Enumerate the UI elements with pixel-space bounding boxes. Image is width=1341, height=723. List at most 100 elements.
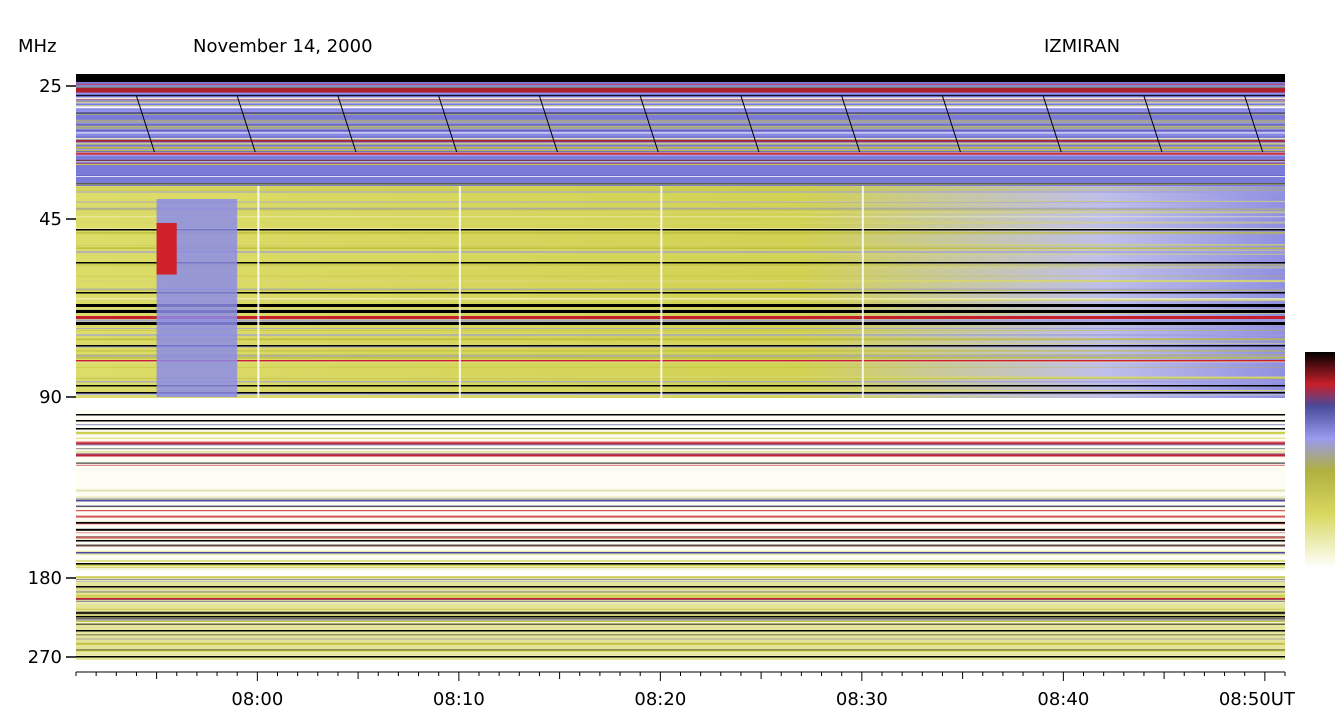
interference-line — [76, 229, 1285, 231]
spectral-striation — [76, 576, 1285, 578]
spectral-striation — [76, 356, 1285, 358]
spectral-striation — [76, 520, 1285, 522]
spectral-striation — [76, 264, 1285, 266]
spectral-striation — [76, 151, 1285, 153]
spectral-striation — [76, 208, 1285, 211]
band-red-line — [76, 88, 1285, 92]
y-tick-label: 90 — [39, 387, 62, 408]
spectral-striation — [76, 150, 1285, 152]
spectral-striation — [76, 119, 1285, 121]
spectral-striation — [76, 328, 1285, 329]
spectral-striation — [76, 443, 1285, 446]
spectral-striation — [76, 108, 1285, 110]
spectral-striation — [76, 97, 1285, 100]
calibration-sweep-mark — [1042, 95, 1062, 153]
interference-line — [76, 630, 1285, 632]
calibration-sweep-mark — [639, 95, 659, 153]
colorbar-legend — [1305, 352, 1335, 568]
calibration-sweep-mark — [236, 95, 256, 153]
x-tick-label: 08:10 — [433, 689, 485, 710]
interference-line — [76, 385, 1285, 387]
spectral-striation — [76, 162, 1285, 164]
spectral-striation — [76, 122, 1285, 125]
spectral-striation — [76, 149, 1285, 151]
spectral-striation — [76, 538, 1285, 540]
frequency-axis: 25 45 90 180 270 — [28, 76, 76, 668]
interference-line — [76, 345, 1285, 347]
spectral-striation — [76, 312, 1285, 314]
interference-line — [76, 322, 1285, 325]
spectral-striation — [76, 618, 1285, 619]
spectral-striation — [76, 338, 1285, 341]
spectral-striation — [76, 551, 1285, 553]
spectral-striation — [76, 251, 1285, 253]
spectral-striation — [76, 650, 1285, 652]
spectral-striation — [76, 578, 1285, 580]
spectral-striation — [76, 505, 1285, 507]
spectral-striation — [76, 433, 1285, 435]
spectral-striation — [76, 489, 1285, 492]
spectral-striation — [76, 381, 1285, 383]
interference-line — [76, 598, 1285, 600]
spectral-striation — [76, 187, 1285, 189]
chart-title-date: November 14, 2000 — [193, 36, 373, 57]
y-tick-label: 180 — [28, 568, 62, 589]
spectral-striation — [76, 498, 1285, 500]
spectral-striation — [76, 431, 1285, 434]
spectral-striation — [76, 357, 1285, 359]
spectral-striation — [76, 275, 1285, 277]
spectral-striation — [76, 599, 1285, 601]
spectral-striation — [76, 597, 1285, 599]
data-gap — [458, 186, 461, 398]
spectral-striation — [76, 191, 1285, 193]
spectral-striation — [76, 462, 1285, 464]
interference-line — [76, 420, 1285, 422]
spectral-striation — [76, 84, 1285, 86]
interference-line — [76, 310, 1285, 313]
spectral-striation — [76, 289, 1285, 291]
spectral-striation — [76, 112, 1285, 114]
interference-line — [76, 552, 1285, 554]
calibration-sweep-mark — [1244, 95, 1264, 153]
spectral-striation — [76, 176, 1285, 177]
spectral-striation — [76, 207, 1285, 210]
spectral-striation — [76, 532, 1285, 534]
spectral-striation — [76, 247, 1285, 249]
interference-line — [76, 392, 1285, 394]
interference-line — [76, 563, 1285, 565]
spectral-striation — [76, 564, 1285, 567]
observatory-label: IZMIRAN — [1044, 36, 1121, 57]
spectral-striation — [76, 393, 1285, 396]
spectrogram-body — [76, 74, 1285, 660]
spectral-striation — [76, 590, 1285, 592]
spectral-striation — [76, 568, 1285, 571]
spectral-striation — [76, 128, 1285, 130]
spectral-striation — [76, 506, 1285, 508]
radio-burst-core — [156, 223, 177, 275]
spectral-striation — [76, 346, 1285, 348]
spectral-striation — [76, 355, 1285, 357]
spectral-striation — [76, 160, 1285, 162]
spectral-striation — [76, 141, 1285, 142]
spectral-striation — [76, 611, 1285, 614]
spectral-striation — [76, 183, 1285, 185]
spectral-striation — [76, 378, 1285, 380]
spectral-striation — [76, 201, 1285, 203]
spectral-striation — [76, 246, 1285, 248]
spectral-striation — [76, 621, 1285, 622]
spectral-striation — [76, 437, 1285, 439]
spectral-striation — [76, 253, 1285, 255]
spectral-striation — [76, 288, 1285, 290]
x-tick-label: 08:30 — [836, 689, 888, 710]
calibration-sweep-mark — [740, 95, 760, 153]
band-top-saturation — [76, 74, 1285, 82]
spectral-striation — [76, 298, 1285, 301]
spectral-striation — [76, 120, 1285, 122]
interference-line — [76, 616, 1285, 618]
spectral-striation — [76, 594, 1285, 597]
spectral-striation — [76, 124, 1285, 126]
spectral-striation — [76, 138, 1285, 140]
interference-line — [76, 500, 1285, 502]
calibration-sweep-mark — [941, 95, 961, 153]
spectral-striation — [76, 244, 1285, 246]
